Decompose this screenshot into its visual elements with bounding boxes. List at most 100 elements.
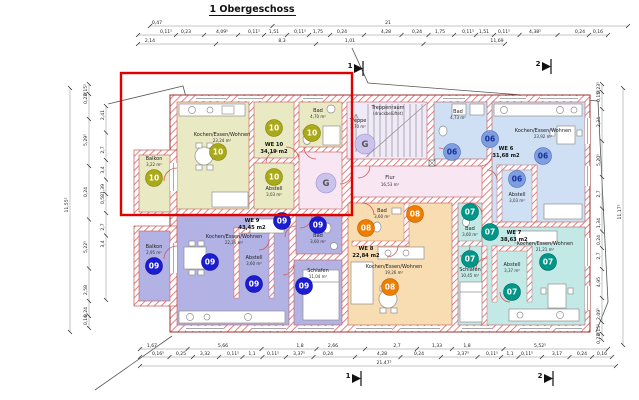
badge-we9: 09: [295, 277, 313, 295]
svg-text:1,75: 1,75: [435, 29, 445, 35]
label-we10-abstell: Abstell: [265, 186, 282, 192]
badge-we8: 08: [381, 278, 399, 296]
svg-text:0,16⁵: 0,16⁵: [152, 351, 164, 357]
svg-text:0,24: 0,24: [414, 351, 424, 357]
dim-row-bottom3: 21,47⁵: [137, 360, 619, 369]
svg-text:2,14: 2,14: [145, 38, 155, 44]
dim-row-left3: 2,41 2,7 3,4 1,390,58 2,7 3,4: [100, 103, 109, 303]
svg-text:3,70 m²: 3,70 m²: [350, 124, 366, 129]
highlight-rect-we10: [119, 71, 354, 217]
badge-we9: 09: [145, 257, 163, 275]
svg-text:3,60 m²: 3,60 m²: [246, 261, 262, 266]
label-we7-abstell: Abstell: [503, 262, 520, 268]
svg-text:0,47: 0,47: [152, 20, 162, 26]
svg-text:2,7: 2,7: [100, 146, 106, 153]
svg-text:4,28: 4,28: [381, 29, 391, 35]
svg-text:38,63 m2: 38,63 m2: [500, 237, 528, 243]
svg-text:4,38⁵: 4,38⁵: [529, 29, 541, 35]
label-we7-id: WE 7: [507, 230, 522, 236]
badge-we9: 09: [309, 216, 327, 234]
badge-we10: 10: [265, 119, 283, 137]
label-we9-schlafen: Schlafen: [307, 268, 329, 274]
svg-text:4,73 m²: 4,73 m²: [450, 115, 466, 120]
svg-text:10: 10: [213, 148, 223, 157]
dim-row-top1: 0,47 21: [147, 20, 631, 29]
svg-text:0,23: 0,23: [181, 29, 191, 35]
svg-text:10: 10: [149, 174, 159, 183]
svg-text:19,26 m²: 19,26 m²: [385, 270, 404, 275]
dim-row-top3: 2,14 8,3 1,01 11,69: [135, 38, 508, 47]
section-marker-2-top: 2: [536, 59, 552, 74]
label-we10-balkon: Balkon: [146, 156, 163, 162]
label-we6-abstell: Abstell: [508, 192, 525, 198]
label-we7-schlafen: Schlafen: [459, 267, 481, 273]
svg-text:4,09⁵: 4,09⁵: [216, 29, 228, 35]
badge-we10: 10: [145, 169, 163, 187]
svg-text:06: 06: [485, 135, 495, 144]
svg-text:10: 10: [307, 129, 317, 138]
label-we7-kew: Kochen/Essen/Wohnen: [517, 241, 574, 247]
svg-text:0,11⁵: 0,11⁵: [294, 29, 306, 35]
svg-text:11,69: 11,69: [490, 38, 503, 44]
svg-text:0,16: 0,16: [593, 29, 603, 35]
label-we8-bad: Bad: [377, 208, 387, 214]
svg-text:5,66: 5,66: [218, 343, 228, 349]
svg-text:1,51: 1,51: [479, 29, 489, 35]
svg-text:23,92 m²: 23,92 m²: [534, 134, 553, 139]
svg-text:0,23⁵: 0,23⁵: [596, 332, 602, 344]
label-we10-kew: Kochen/Essen/Wohnen: [194, 132, 251, 138]
svg-text:21,47⁵: 21,47⁵: [377, 360, 392, 366]
svg-text:(druckbelüftet): (druckbelüftet): [373, 111, 403, 116]
svg-text:0,58: 0,58: [100, 194, 106, 204]
label-we7-bad: Bad: [465, 226, 475, 232]
svg-text:1,01: 1,01: [345, 38, 355, 44]
svg-text:2: 2: [538, 372, 543, 380]
svg-text:2,7: 2,7: [596, 252, 602, 259]
section-marker-1-top: 1: [348, 61, 364, 76]
svg-text:11,55⁵: 11,55⁵: [64, 197, 70, 212]
svg-text:8,3: 8,3: [278, 38, 285, 44]
svg-text:21: 21: [385, 20, 391, 26]
svg-text:0,15⁵: 0,15⁵: [596, 324, 602, 336]
label-we9-bad: Bad: [313, 233, 323, 239]
badge-we10: 10: [303, 124, 321, 142]
svg-text:3,60 m²: 3,60 m²: [462, 232, 478, 237]
label-we6-bad: Bad: [453, 109, 463, 115]
svg-text:2,7: 2,7: [596, 190, 602, 197]
svg-text:0,24: 0,24: [83, 187, 89, 197]
svg-text:06: 06: [512, 175, 522, 184]
label-we8-kew: Kochen/Essen/Wohnen: [366, 264, 423, 270]
svg-text:3,03 m²: 3,03 m²: [266, 192, 282, 197]
svg-text:0,11⁵: 0,11⁵: [486, 351, 498, 357]
dim-row-bottom2: 0,16⁵ 0,25 3,32 0,11⁵ 1,1 0,11⁵ 3,37⁵ 0,24 4,28 0…: [137, 351, 615, 360]
svg-text:2,66: 2,66: [328, 343, 338, 349]
svg-text:2: 2: [536, 60, 541, 68]
svg-text:3,4: 3,4: [100, 240, 106, 247]
label-we9-kew: Kochen/Essen/Wohnen: [206, 234, 263, 240]
badge-we6: 06: [481, 130, 499, 148]
svg-text:3,17: 3,17: [552, 351, 562, 357]
svg-text:0,11⁵: 0,11⁵: [160, 29, 172, 35]
badge-we9: 09: [273, 212, 291, 230]
badge-we6: 06: [534, 147, 552, 165]
dim-row-right2: 11,17⁵: [617, 85, 626, 348]
svg-text:21,21 m²: 21,21 m²: [536, 247, 555, 252]
svg-text:5,20⁵: 5,20⁵: [596, 154, 602, 166]
page-title: 1 Obergeschoss: [209, 4, 294, 15]
dimension-chains: 0,47 210,11⁵ 0,23 4,09⁵ 0,11⁵ 1,51 0,11⁵ 1,75 0,…: [64, 20, 631, 369]
svg-text:23,24 m²: 23,24 m²: [213, 138, 232, 143]
svg-text:0,15⁵: 0,15⁵: [596, 90, 602, 102]
svg-text:08: 08: [385, 283, 395, 292]
door-arcs: [163, 146, 511, 303]
shaft-symbol: [428, 159, 436, 167]
badge-we7: 07: [461, 250, 479, 268]
label-we6-id: WE 6: [499, 146, 514, 152]
svg-text:2,95 m²: 2,95 m²: [146, 250, 162, 255]
svg-text:08: 08: [361, 224, 371, 233]
svg-text:0,24: 0,24: [83, 307, 89, 317]
svg-text:09: 09: [313, 221, 323, 230]
svg-text:0,11⁵: 0,11⁵: [498, 29, 510, 35]
svg-text:0,16: 0,16: [597, 351, 607, 357]
badge-we7: 07: [539, 253, 557, 271]
svg-text:08: 08: [410, 210, 420, 219]
